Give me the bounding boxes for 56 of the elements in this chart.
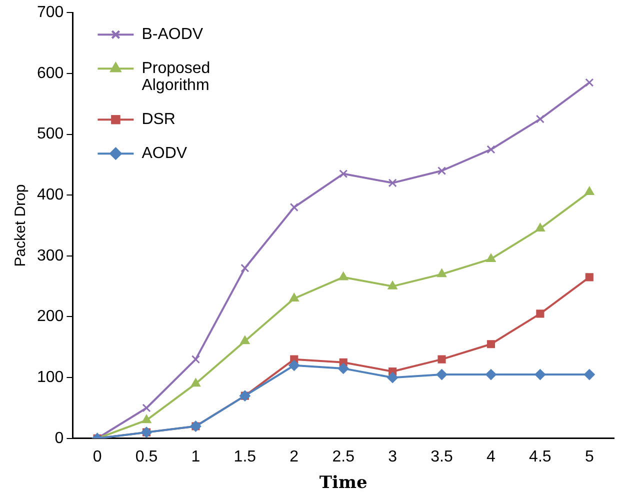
y-tick-label: 0 bbox=[54, 430, 64, 447]
point bbox=[190, 378, 201, 387]
x-tick-label: 5 bbox=[584, 448, 594, 466]
y-tick-label: 700 bbox=[36, 4, 64, 22]
legend-label: B-AODV bbox=[142, 26, 204, 44]
x-tick-label: 1.5 bbox=[234, 448, 256, 466]
legend-label: AODV bbox=[142, 145, 188, 162]
point bbox=[437, 166, 446, 176]
point bbox=[534, 369, 546, 380]
point bbox=[584, 369, 595, 380]
point bbox=[536, 114, 544, 124]
x-tick-label: 3.5 bbox=[430, 448, 453, 466]
legend-label: Proposed Algorithm bbox=[142, 60, 210, 94]
point bbox=[585, 78, 594, 87]
y-tick-label: 400 bbox=[36, 186, 64, 204]
point bbox=[240, 336, 250, 344]
point bbox=[585, 273, 594, 282]
point bbox=[289, 292, 299, 302]
point bbox=[388, 280, 398, 290]
point bbox=[536, 310, 544, 318]
point bbox=[436, 268, 447, 278]
y-tick-label: 200 bbox=[36, 308, 64, 326]
point bbox=[485, 369, 496, 380]
point bbox=[387, 372, 398, 384]
x-tick-label: 4 bbox=[486, 448, 496, 466]
point bbox=[338, 362, 349, 374]
point bbox=[584, 186, 594, 196]
y-tick-label: 500 bbox=[36, 126, 64, 143]
y-tick-label: 600 bbox=[36, 64, 64, 82]
x-tick-label: 4.5 bbox=[529, 448, 552, 466]
x-tick-label: 0.5 bbox=[135, 448, 158, 466]
y-tick-label: 300 bbox=[36, 247, 64, 264]
point bbox=[191, 355, 200, 364]
y-axis-title: Packet Drop bbox=[12, 184, 30, 267]
y-tick-label: 100 bbox=[36, 368, 64, 386]
point bbox=[436, 369, 448, 380]
point bbox=[142, 414, 152, 424]
x-tick-label: 2 bbox=[290, 448, 299, 466]
point bbox=[240, 264, 250, 272]
point bbox=[535, 223, 546, 232]
point bbox=[486, 253, 496, 262]
point bbox=[288, 360, 300, 371]
x-tick-label: 0 bbox=[92, 448, 102, 466]
point bbox=[486, 145, 496, 154]
x-tick-label: 2.5 bbox=[332, 448, 355, 466]
x-axis-title: Time bbox=[319, 473, 368, 494]
point bbox=[338, 272, 348, 280]
point bbox=[486, 340, 496, 348]
point bbox=[388, 178, 397, 188]
x-tick-label: 3 bbox=[388, 448, 398, 466]
point bbox=[142, 404, 151, 412]
point bbox=[290, 202, 298, 212]
point bbox=[438, 355, 446, 364]
legend-label: DSR bbox=[142, 111, 176, 128]
point bbox=[339, 170, 348, 178]
x-tick-label: 1 bbox=[191, 448, 200, 466]
